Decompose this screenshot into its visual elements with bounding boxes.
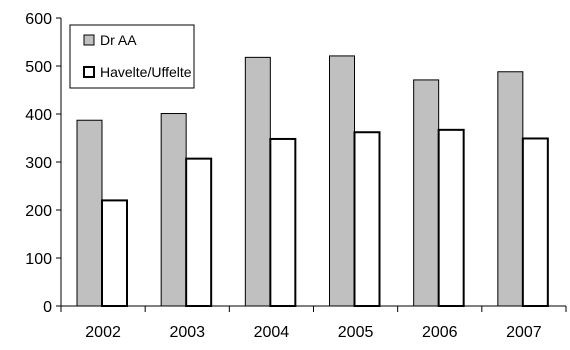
bar-havelte-uffelte-2005 xyxy=(353,131,381,307)
x-tick-label: 2005 xyxy=(338,324,374,341)
bar-havelte-uffelte-2007 xyxy=(521,137,549,307)
ticks-layer: 0 100 200 300 400 500 600 2002 2003 2004 2005 2006 2… xyxy=(25,11,567,341)
x-tick-label: 2007 xyxy=(506,324,542,341)
legend: Dr AA Havelte/Uffelte xyxy=(69,24,195,89)
bar-dr-aa-2006 xyxy=(413,79,440,307)
y-tick-label: 400 xyxy=(25,107,52,124)
legend-swatch xyxy=(83,34,95,46)
bar-havelte-uffelte-2003 xyxy=(185,157,213,307)
y-tick-label: 500 xyxy=(25,59,52,76)
bars-layer xyxy=(76,55,549,307)
bar-havelte-uffelte-2004 xyxy=(269,137,297,307)
x-tick-label: 2002 xyxy=(85,324,121,341)
bar-dr-aa-2003 xyxy=(160,113,187,307)
x-tick-label: 2004 xyxy=(254,324,290,341)
y-tick-label: 100 xyxy=(25,251,52,268)
y-tick-label: 200 xyxy=(25,203,52,220)
bar-dr-aa-2004 xyxy=(244,56,271,307)
y-tick-label: 0 xyxy=(43,299,52,316)
bar-dr-aa-2002 xyxy=(76,119,103,307)
bar-dr-aa-2005 xyxy=(329,55,355,307)
bar-havelte-uffelte-2002 xyxy=(101,199,128,307)
x-tick-label: 2003 xyxy=(169,324,205,341)
bar-dr-aa-2007 xyxy=(497,71,524,307)
y-tick-label: 600 xyxy=(25,11,52,28)
y-tick-label: 300 xyxy=(25,155,52,172)
bar-havelte-uffelte-2006 xyxy=(437,128,465,307)
legend-label: Dr AA xyxy=(100,32,137,48)
x-tick-label: 2006 xyxy=(422,324,458,341)
legend-label: Havelte/Uffelte xyxy=(100,64,192,80)
legend-swatch xyxy=(83,66,95,78)
